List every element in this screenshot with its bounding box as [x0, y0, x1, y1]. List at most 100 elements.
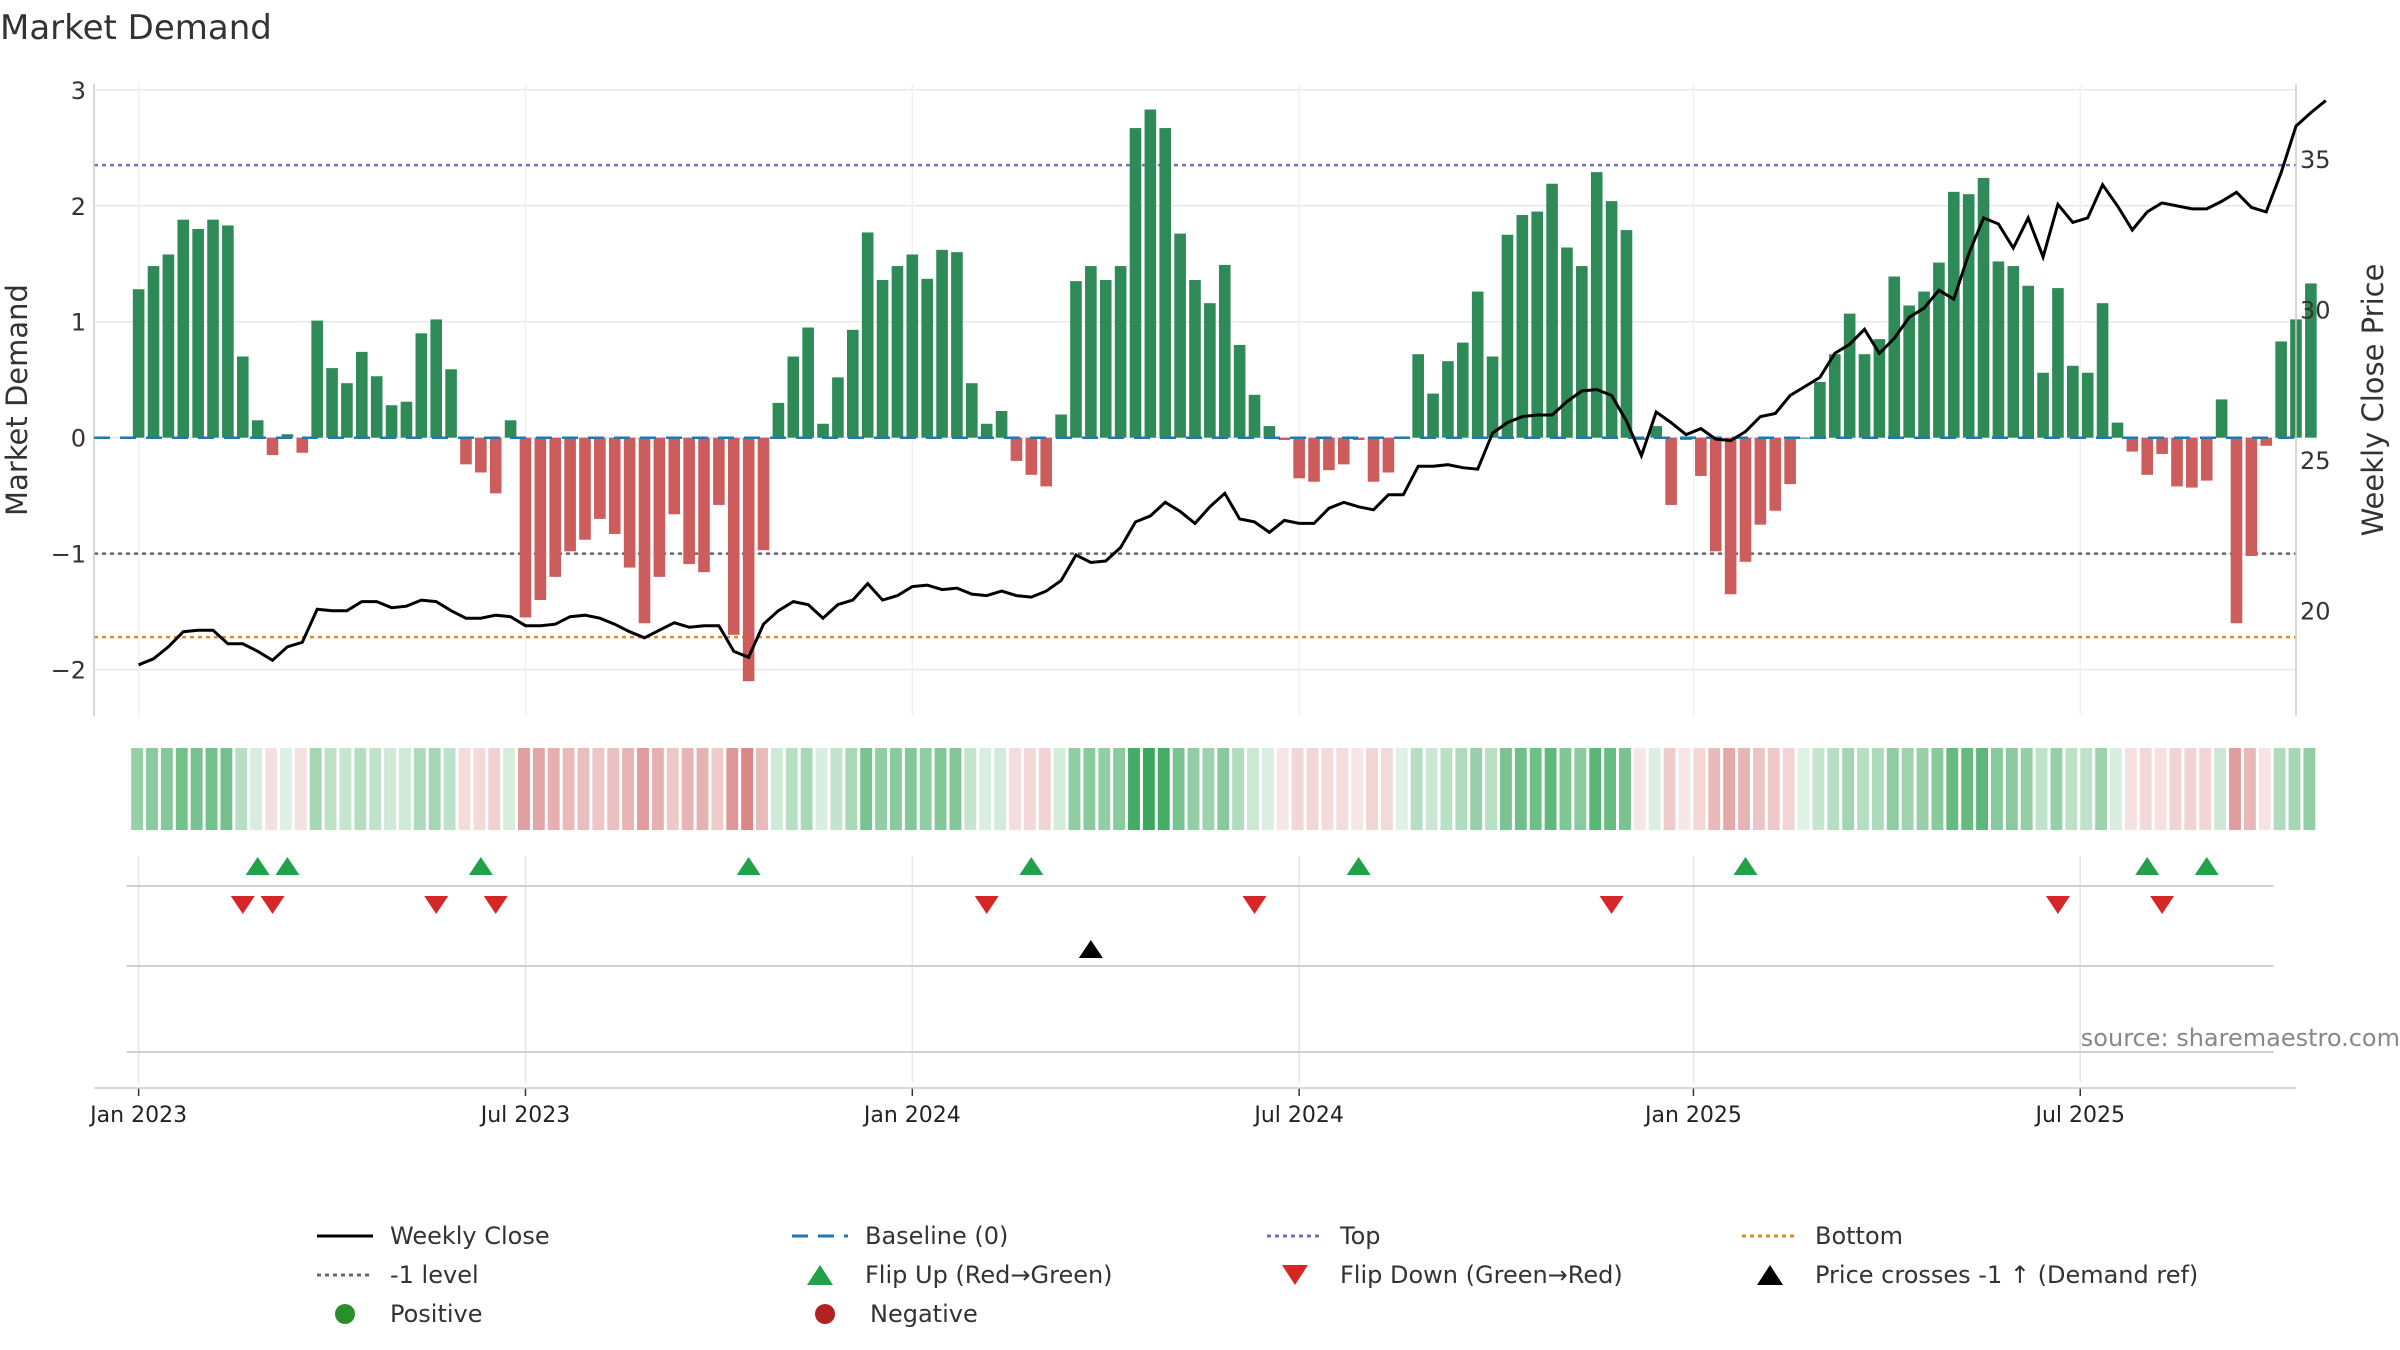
x-tick-label: Jan 2024: [862, 1103, 961, 1128]
y-tick-label-right: 20: [2300, 598, 2331, 626]
demand-bar: [1501, 234, 1514, 438]
heat-cell: [696, 748, 709, 830]
flip-down-marker: [424, 896, 449, 914]
heat-cell: [711, 748, 724, 830]
heat-cell: [1827, 748, 1840, 830]
demand-bar: [2245, 437, 2258, 556]
heat-cell: [1500, 748, 1512, 830]
heat-cell: [175, 748, 188, 830]
demand-bar: [1025, 437, 1038, 475]
legend-row: Weekly Close Baseline (0) Top Bottom: [310, 1216, 2210, 1255]
heat-cell: [2020, 748, 2033, 830]
heat-cell: [2035, 748, 2048, 830]
flip-down-marker: [1242, 896, 1267, 914]
demand-bar: [1382, 437, 1395, 473]
heat-cell: [1247, 748, 1259, 830]
demand-bar: [1055, 414, 1067, 438]
demand-bar: [400, 401, 413, 438]
demand-bar: [1754, 437, 1767, 525]
demand-bar: [1903, 305, 1915, 438]
heat-cell: [1990, 748, 2003, 830]
heat-cell: [265, 748, 277, 830]
demand-bar: [1308, 437, 1320, 482]
demand-bar: [1471, 291, 1484, 438]
heat-cell: [1529, 748, 1542, 830]
heat-cell: [666, 748, 679, 830]
demand-bar: [1546, 183, 1558, 438]
heat-cell: [1276, 748, 1289, 830]
heat-cell: [443, 748, 456, 830]
demand-bar: [460, 437, 472, 465]
demand-bar: [727, 437, 740, 635]
demand-bar: [713, 437, 725, 505]
legend-item-minus-one: -1 level: [310, 1260, 785, 1290]
heat-cell: [2243, 748, 2256, 830]
heat-cell: [1157, 748, 1170, 830]
heat-cell: [1946, 748, 1959, 830]
heat-cell: [547, 748, 560, 830]
demand-bar: [1828, 354, 1841, 438]
heat-cell: [1976, 748, 1988, 830]
demand-bar: [1218, 264, 1231, 438]
heat-cell: [1767, 748, 1780, 830]
legend-item-top: Top: [1260, 1221, 1735, 1251]
demand-bar: [1189, 279, 1201, 438]
y-axis-left-label: Market Demand: [0, 284, 34, 516]
legend-label: Weekly Close: [390, 1221, 550, 1250]
y-tick-label-right: 25: [2300, 447, 2331, 475]
heat-cell: [1098, 748, 1111, 830]
demand-bar: [832, 377, 844, 438]
demand-bar: [311, 320, 323, 438]
legend-item-baseline: Baseline (0): [785, 1221, 1260, 1251]
y-tick-label-left: −2: [51, 657, 86, 685]
heat-cell: [934, 748, 947, 830]
demand-bar: [2230, 437, 2243, 624]
heat-cell: [607, 748, 620, 830]
heat-cell: [324, 748, 337, 830]
demand-bar: [995, 411, 1008, 438]
demand-bar: [564, 437, 576, 552]
heat-cell: [845, 748, 858, 830]
legend-item-weekly-close: Weekly Close: [310, 1221, 785, 1251]
demand-bar: [281, 434, 294, 438]
y-tick-label-right: 35: [2300, 146, 2331, 174]
heat-cell: [428, 748, 441, 830]
demand-bar: [1337, 437, 1350, 465]
gridlines: [94, 84, 2296, 1082]
x-tick-label: Jul 2025: [2033, 1103, 2125, 1128]
demand-bar: [341, 383, 353, 438]
heat-cell: [1916, 748, 1929, 830]
legend-label: Baseline (0): [865, 1221, 1009, 1250]
heat-cell: [1128, 748, 1140, 830]
heat-cell: [964, 748, 977, 830]
heat-cell: [770, 748, 783, 830]
demand-bar: [2052, 288, 2064, 438]
heat-cell: [2273, 748, 2286, 830]
heat-cell: [294, 748, 307, 830]
heat-cell: [1113, 748, 1126, 830]
heat-cell: [1708, 748, 1721, 830]
demand-bar: [356, 351, 368, 438]
demand-bar: [742, 437, 755, 682]
demand-bar: [1159, 128, 1172, 438]
demand-bar: [638, 437, 651, 624]
demand-bar: [534, 437, 547, 601]
heat-cell: [2258, 748, 2271, 830]
demand-bar: [623, 437, 636, 568]
demand-bar: [2022, 285, 2034, 438]
demand-bar: [1293, 437, 1305, 479]
heat-cell: [815, 748, 828, 830]
heat-cell: [2229, 748, 2241, 830]
heat-cell: [1485, 748, 1498, 830]
heat-cell: [2080, 748, 2093, 830]
demand-bar: [1323, 437, 1335, 471]
heat-cell: [1693, 748, 1706, 830]
demand-bar: [326, 368, 338, 438]
heat-cell: [1663, 748, 1676, 830]
heat-cell: [1931, 748, 1944, 830]
demand-bar: [906, 254, 919, 438]
demand-bar: [207, 219, 219, 438]
signal-tracks: [126, 857, 2274, 1053]
heat-cell: [2139, 748, 2152, 830]
demand-bar: [370, 376, 383, 438]
